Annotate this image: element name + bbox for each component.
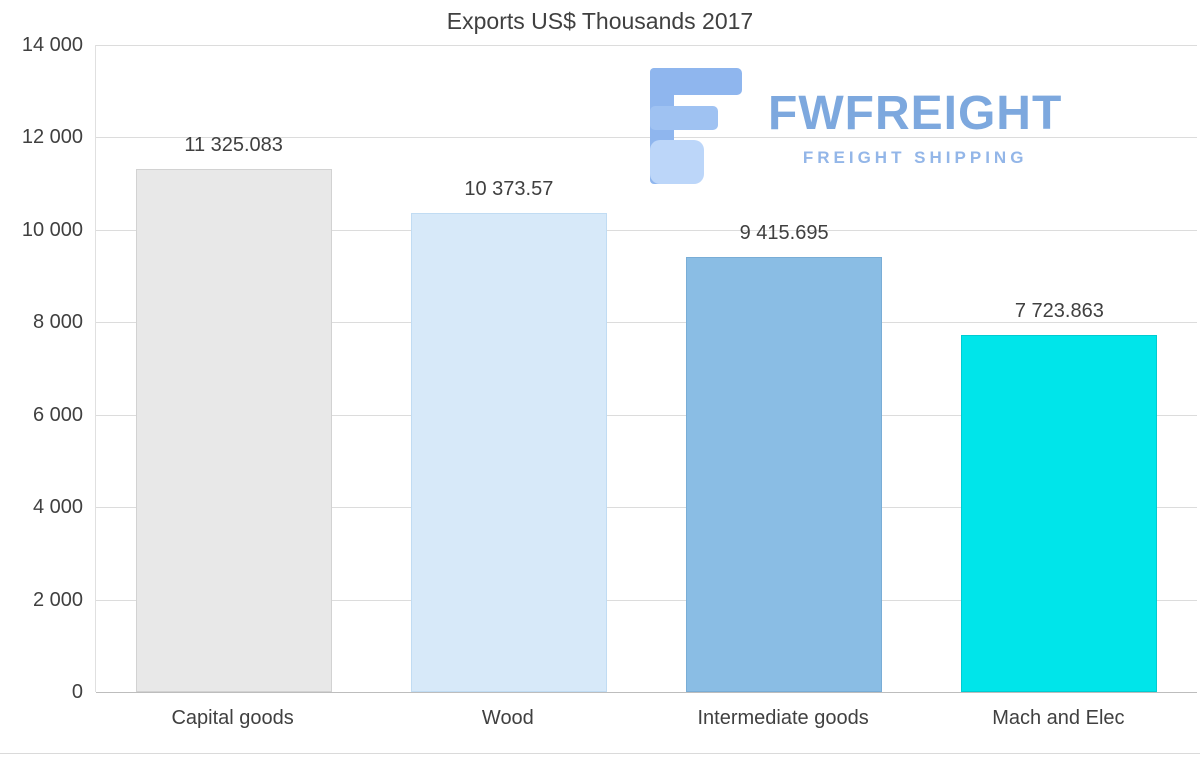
y-tick-label: 2 000 (32, 588, 83, 611)
category-label: Mach and Elec (992, 707, 1125, 729)
gridline (96, 322, 1197, 324)
bar-mach-and-elec (961, 335, 1158, 692)
y-tick-label: 0 (71, 681, 83, 703)
gridline (96, 507, 1197, 509)
y-tick-label: 4 000 (32, 496, 83, 519)
y-tick-label: 6 000 (32, 403, 83, 426)
bar-intermediate-goods (686, 256, 883, 692)
gridline (96, 414, 1197, 416)
category-label: Wood (481, 707, 534, 729)
bottom-divider (0, 753, 1200, 754)
bar-column: 9 415.695 (647, 45, 922, 692)
bar-capital-goods (135, 168, 332, 692)
brand-name: FWFREIGHT (768, 87, 1063, 140)
y-tick-label: 14 000 (21, 34, 83, 56)
bar-wood (410, 212, 607, 692)
bar-value-label: 10 373.57 (464, 177, 554, 200)
fwfreight-logo-icon (650, 68, 742, 184)
bar-column: 7 723.863 (922, 45, 1197, 692)
bar-value-label: 9 415.695 (739, 221, 829, 244)
chart-title: Exports US$ Thousands 2017 (446, 8, 754, 34)
brand-tagline: FREIGHT SHIPPING (802, 148, 1028, 167)
category-label: Intermediate goods (697, 707, 869, 729)
bar-column: 10 373.57 (371, 45, 646, 692)
gridline (96, 45, 1197, 46)
y-tick-label: 8 000 (32, 311, 83, 334)
y-tick-label: 12 000 (21, 126, 83, 149)
plot-area: 11 325.083 10 373.57 9 415.695 7 723.863 (95, 45, 1197, 693)
watermark-text: FWFREIGHT FREIGHT SHIPPING (768, 68, 1062, 168)
gridline (96, 692, 1197, 693)
bar-column: 11 325.083 (96, 45, 371, 692)
gridline (96, 229, 1197, 231)
gridline (96, 599, 1197, 601)
watermark-logo: FWFREIGHT FREIGHT SHIPPING (650, 68, 1062, 184)
gridline (96, 137, 1197, 139)
bar-value-label: 7 723.863 (1014, 300, 1104, 323)
bar-value-label: 11 325.083 (184, 133, 283, 156)
category-label: Capital goods (171, 707, 294, 729)
y-tick-label: 10 000 (21, 218, 83, 241)
